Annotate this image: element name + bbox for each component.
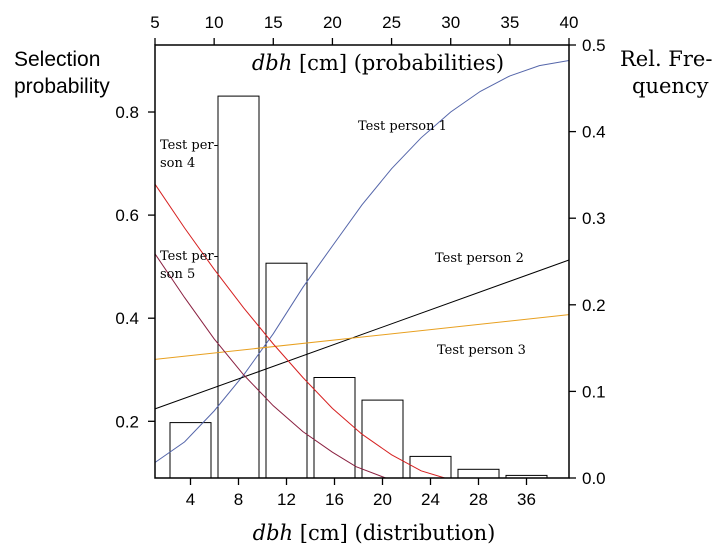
- bottom-tick-label: 24: [421, 490, 440, 509]
- annotation-test-person-3: Test person 3: [437, 343, 526, 358]
- right-tick-label: 0.4: [582, 123, 606, 142]
- top-tick-label: 35: [500, 13, 519, 32]
- bottom-tick-label: 36: [517, 490, 536, 509]
- series-line-3: [154, 314, 570, 360]
- annotation-test-person-2: Test person 2: [435, 251, 524, 266]
- top-tick-label: 25: [382, 13, 401, 32]
- series-line-1: [154, 60, 570, 463]
- top-tick-label: 10: [205, 13, 224, 32]
- bars-layer: [169, 95, 548, 479]
- series-line-5: [154, 253, 386, 479]
- labels-layer: 4 8 12 16 20 24 28 36 5 10 15 20 25 30 35 40 0.2 0.4 0.6 0.…: [115, 13, 605, 509]
- right-tick-label: 0.3: [582, 209, 606, 228]
- series-line-4: [154, 183, 445, 479]
- ticks-layer: [148, 38, 576, 485]
- y-axis-title-left-line2: probability: [14, 75, 110, 98]
- right-tick-label: 0.2: [582, 296, 606, 315]
- plot-frame: [154, 44, 570, 479]
- top-tick-label: 40: [560, 13, 579, 32]
- left-tick-label: 0.6: [115, 206, 139, 225]
- right-tick-label: 0.1: [582, 382, 606, 401]
- bar-24: [409, 455, 452, 479]
- top-tick-label: 15: [264, 13, 283, 32]
- x-axis-title-bottom: dbh [cm] (distribution): [253, 521, 496, 545]
- top-tick-label: 20: [323, 13, 342, 32]
- y-axis-title-right-line2: quency: [632, 74, 709, 98]
- lines-layer: [154, 60, 570, 479]
- annotation-test-person-1: Test person 1: [358, 119, 447, 134]
- bar-8: [217, 95, 260, 479]
- top-tick-label: 30: [441, 13, 460, 32]
- annotation-test-person-4: Test per-son 4: [160, 138, 218, 171]
- top-tick-label: 5: [150, 13, 159, 32]
- bar-12: [265, 262, 308, 479]
- bar-4: [169, 422, 212, 479]
- right-tick-label: 0.5: [582, 36, 606, 55]
- right-tick-label: 0.0: [582, 469, 606, 488]
- y-axis-title-right-line1: Rel. Fre-: [620, 47, 712, 71]
- bottom-tick-label: 16: [325, 490, 344, 509]
- y-axis-title-left-line1: Selection: [14, 48, 100, 71]
- left-tick-label: 0.4: [115, 309, 139, 328]
- bottom-tick-label: 4: [186, 490, 195, 509]
- left-tick-label: 0.2: [115, 412, 139, 431]
- annotation-test-person-5: Test per-son 5: [160, 249, 218, 282]
- bar-16: [313, 377, 356, 479]
- left-tick-label: 0.8: [115, 103, 139, 122]
- series-line-2: [154, 259, 570, 410]
- bottom-tick-label: 20: [373, 490, 392, 509]
- bar-28: [457, 468, 500, 479]
- bottom-tick-label: 28: [469, 490, 488, 509]
- x-axis-title-top: dbh [cm] (probabilities): [252, 51, 504, 75]
- bottom-tick-label: 8: [234, 490, 243, 509]
- bottom-tick-label: 12: [277, 490, 296, 509]
